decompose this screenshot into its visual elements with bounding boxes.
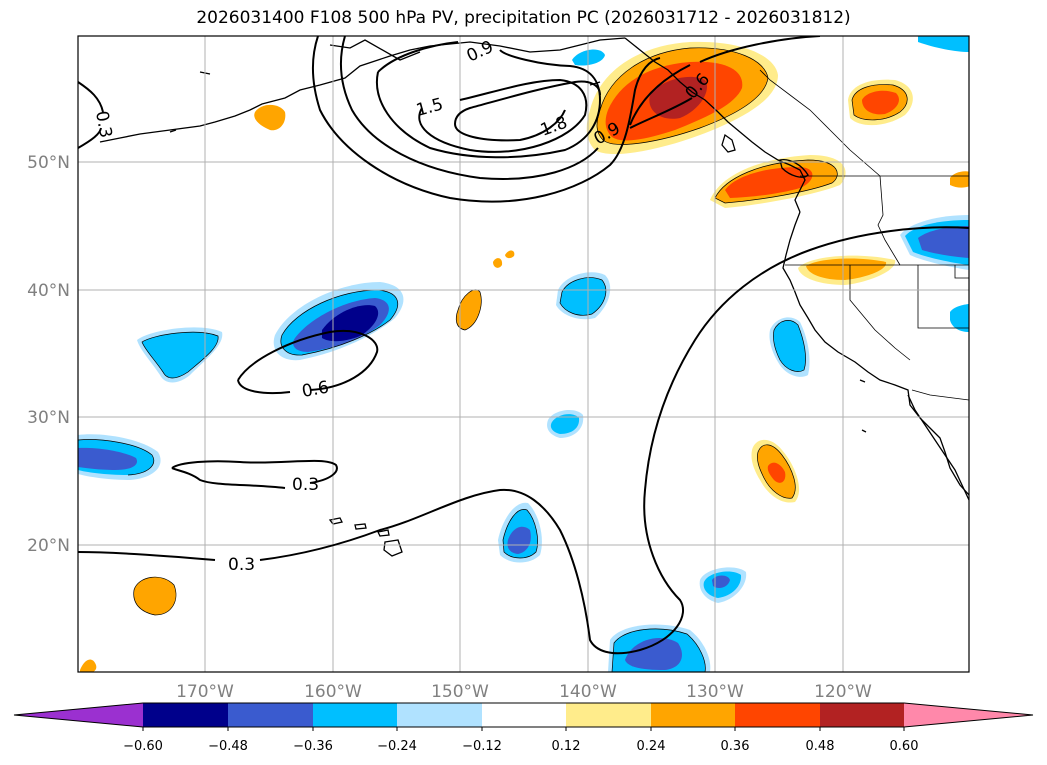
precip-positive-area [493, 258, 503, 268]
political-borders [759, 69, 969, 401]
precip-positive-area [806, 258, 887, 280]
precip-negative-area [560, 277, 606, 316]
colorbar-extend-high [904, 703, 1033, 727]
lon-label: 160°W [304, 682, 362, 702]
colorbar-tick-label: −0.60 [123, 739, 163, 754]
map-layers: 0.3 0.9 1.5 1.8 0.9 0.6 0.6 0.3 0.3 [78, 36, 969, 672]
colorbar-segment [820, 703, 904, 727]
colorbar-tick-label: 0.60 [890, 739, 919, 754]
precip-positive-area [767, 462, 786, 483]
map-title: 2026031400 F108 500 hPa PV, precipitatio… [196, 8, 851, 28]
lon-label: 120°W [814, 682, 872, 702]
colorbar-tick-label: 0.36 [721, 739, 750, 754]
precip-positive-area [254, 104, 286, 131]
precip-negative-area [712, 575, 730, 588]
longitude-labels: 170°W 160°W 150°W 140°W 130°W 120°W [176, 682, 872, 702]
lon-label: 170°W [176, 682, 234, 702]
colorbar-tick-label: −0.12 [462, 739, 502, 754]
precip-outlines [78, 47, 908, 672]
colorbar-tick-label: −0.48 [208, 739, 248, 754]
plot-frame [77, 35, 970, 673]
precip-positive-area [133, 577, 176, 615]
latitude-labels: 50°N 40°N 30°N 20°N [27, 153, 70, 556]
colorbar-segment [735, 703, 820, 727]
precip-negative-area [773, 320, 806, 372]
precip-positive-area [80, 659, 97, 672]
colorbar-segment [143, 703, 228, 727]
colorbar-tick-label: −0.24 [377, 739, 417, 754]
graticule [78, 36, 969, 672]
precip-negative-area [78, 447, 138, 470]
plot-area [78, 36, 969, 672]
colorbar-tick-label: 0.12 [552, 739, 581, 754]
precip-positive-area [505, 250, 515, 259]
lon-label: 150°W [431, 682, 489, 702]
precip-negative-area [918, 226, 969, 258]
lat-label: 20°N [27, 536, 70, 556]
precip-positive-area [862, 90, 899, 115]
precip-negative-area [507, 526, 531, 554]
colorbar-segment [397, 703, 482, 727]
colorbar-extend-low [14, 703, 143, 727]
colorbar-tick-label: −0.36 [293, 739, 333, 754]
coastlines [99, 37, 969, 557]
lat-label: 40°N [27, 281, 70, 301]
lon-label: 130°W [686, 682, 744, 702]
contour-label: 0.3 [91, 109, 115, 139]
lon-label: 140°W [559, 682, 617, 702]
lat-label: 30°N [27, 408, 70, 428]
colorbar-tick-label: 0.48 [806, 739, 835, 754]
colorbar-segment [313, 703, 397, 727]
precip-positive-area [950, 171, 969, 188]
colorbar-segment [651, 703, 735, 727]
lat-label: 50°N [27, 153, 70, 173]
contour-label: 0.6 [300, 378, 330, 402]
precip-negative-area [625, 638, 682, 670]
precip-positive-area [649, 76, 708, 119]
colorbar: −0.60 −0.48 −0.36 −0.24 −0.12 0.12 0.24 … [13, 702, 1034, 754]
precip-negative-area [918, 36, 969, 52]
contour-label: 0.3 [292, 475, 319, 495]
colorbar-segment [228, 703, 313, 727]
precip-negative-area [550, 414, 580, 434]
colorbar-tick-label: 0.24 [637, 739, 666, 754]
colorbar-segment [566, 703, 651, 727]
pv-contours [78, 36, 969, 655]
precip-negative-area [142, 332, 219, 378]
precip-negative-area [950, 304, 969, 332]
contour-label: 0.3 [228, 555, 255, 575]
colorbar-segment [482, 703, 566, 727]
